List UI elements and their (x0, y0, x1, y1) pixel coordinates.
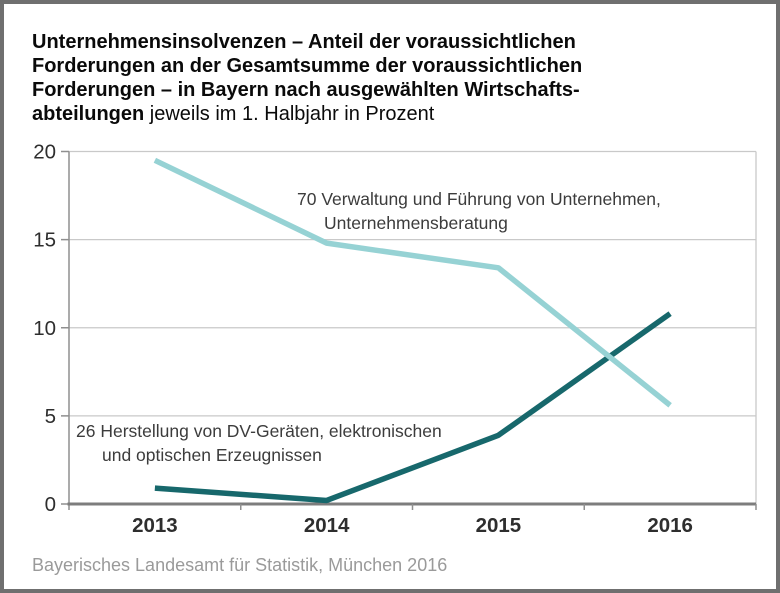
series-label-line: 70 Verwaltung und Führung von Unternehme… (297, 189, 661, 209)
series-label-line: Unternehmensberatung (324, 213, 508, 233)
title-line: Unternehmensinsolvenzen – Anteil der vor… (32, 31, 576, 53)
series-label-line: und optischen Erzeugnissen (102, 445, 322, 465)
x-tick-label: 2013 (132, 514, 178, 537)
series-line (154, 311, 672, 504)
x-tick-label: 2014 (304, 514, 350, 537)
title-line: Forderungen – in Bayern nach ausgewählte… (32, 79, 580, 101)
x-tick-label: 2016 (647, 514, 693, 537)
y-tick-label: 20 (33, 141, 56, 164)
series-line (153, 157, 672, 408)
y-tick-label: 10 (33, 317, 56, 340)
chart-title: Unternehmensinsolvenzen – Anteil der vor… (32, 30, 582, 126)
line-chart: 0 5 10 15 20 2013 2014 2015 2016 (33, 141, 757, 537)
y-tick-label: 5 (45, 405, 56, 428)
y-tick-label: 0 (45, 493, 56, 516)
series-label-70-verwaltung: 70 Verwaltung und Führung von Unternehme… (297, 187, 661, 235)
series-label-26-herstellung: 26 Herstellung von DV-Geräten, elektroni… (76, 419, 442, 467)
y-tick-label: 15 (33, 229, 56, 252)
source-note: Bayerisches Landesamt für Statistik, Mün… (32, 555, 448, 575)
x-tick-label: 2015 (476, 514, 522, 537)
title-line: abteilungen jeweils im 1. Halbjahr in Pr… (32, 103, 435, 125)
series-label-line: 26 Herstellung von DV-Geräten, elektroni… (76, 421, 442, 441)
title-line: Forderungen an der Gesamtsumme der vorau… (32, 55, 583, 77)
